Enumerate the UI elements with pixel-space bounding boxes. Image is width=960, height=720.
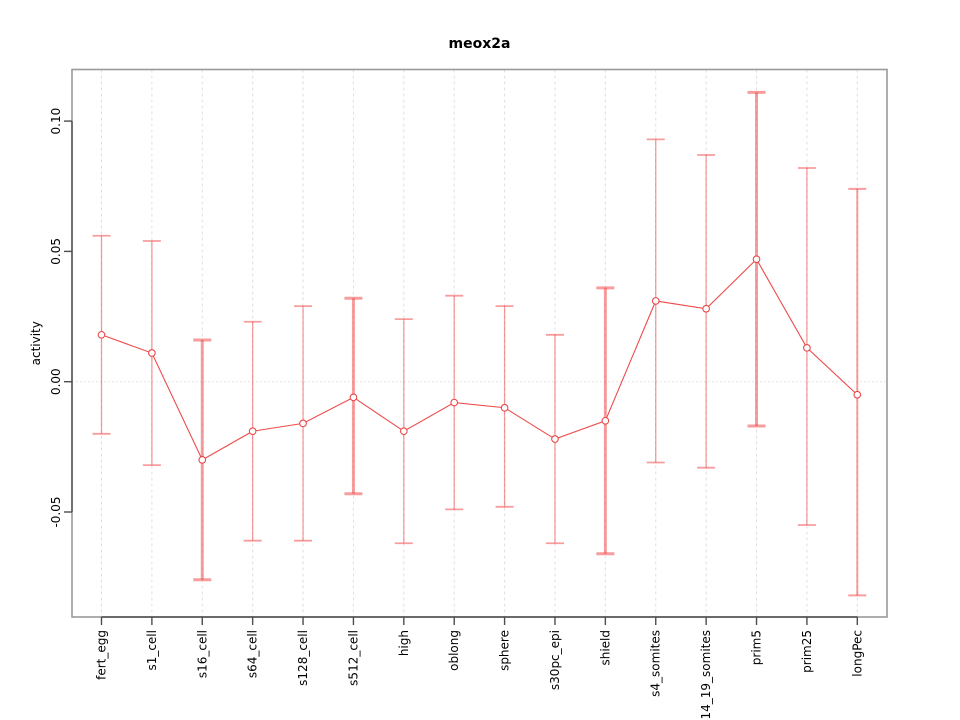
x-tick-label: shield bbox=[598, 630, 612, 666]
data-point bbox=[551, 435, 559, 443]
series-line bbox=[101, 258, 858, 461]
x-tick-label: prim5 bbox=[750, 630, 764, 665]
data-point bbox=[853, 390, 862, 399]
data-point bbox=[299, 419, 307, 428]
y-tick-label: -0.05 bbox=[49, 496, 63, 527]
data-point bbox=[702, 304, 710, 313]
chart-title: meox2a bbox=[449, 36, 511, 52]
plot-box bbox=[71, 68, 888, 618]
x-tick-label: prim25 bbox=[800, 630, 814, 673]
y-axis-label: activity bbox=[29, 321, 43, 365]
x-tick-label: sphere bbox=[498, 630, 512, 671]
data-point bbox=[97, 330, 106, 339]
error-bars bbox=[92, 90, 867, 597]
x-tick-label: fert_egg bbox=[95, 630, 109, 680]
x-tick-label: s1_cell bbox=[145, 630, 159, 671]
y-tick-label: 0.10 bbox=[49, 108, 63, 135]
x-tick-label: longPec bbox=[850, 630, 864, 677]
data-point bbox=[601, 416, 610, 425]
x-tick-label: s30pc_epi bbox=[548, 630, 562, 690]
data-point bbox=[500, 403, 509, 412]
x-tick-label: s128_cell bbox=[296, 630, 310, 686]
data-point bbox=[349, 393, 358, 402]
data-point bbox=[450, 398, 459, 407]
x-tick-label: s64_cell bbox=[246, 630, 260, 678]
data-point bbox=[399, 427, 408, 436]
y-tick-label: 0.05 bbox=[49, 238, 63, 265]
data-point bbox=[803, 343, 811, 352]
x-tick-label: s14_19_somites bbox=[699, 630, 713, 720]
data-point bbox=[148, 349, 156, 357]
data-point bbox=[198, 456, 207, 464]
grid-lines bbox=[101, 69, 858, 617]
x-tick-label: s512_cell bbox=[346, 630, 360, 686]
data-points bbox=[97, 255, 862, 464]
x-tick-label: high bbox=[397, 630, 411, 656]
x-tick-label: oblong bbox=[447, 630, 461, 671]
y-axis: 0.10 0.05 0.00 -0.05 bbox=[49, 108, 73, 528]
data-point bbox=[248, 427, 257, 436]
data-point bbox=[651, 297, 660, 305]
x-tick-label: s16_cell bbox=[195, 630, 209, 678]
data-point bbox=[752, 255, 761, 264]
x-axis: fert_egg s1_cell s16_cell s64_cell s128_cell… bbox=[95, 616, 864, 720]
y-tick-label: 0.00 bbox=[49, 368, 63, 395]
x-tick-label: s4_somites bbox=[649, 630, 663, 697]
